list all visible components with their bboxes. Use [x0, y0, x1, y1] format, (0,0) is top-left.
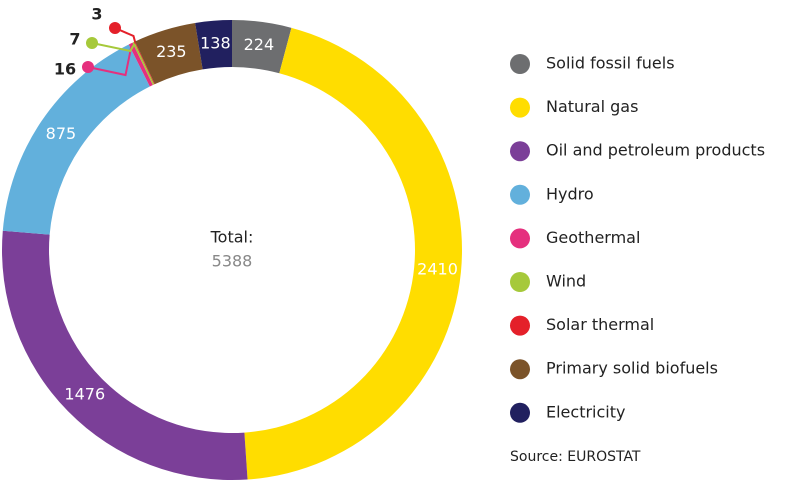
legend-label: Natural gas [546, 97, 638, 116]
donut-segment [2, 230, 248, 480]
legend-swatch [510, 54, 530, 74]
legend-swatch [510, 141, 530, 162]
legend-label: Solar thermal [546, 315, 654, 334]
center-label: Total: [210, 228, 254, 247]
donut-segment [195, 20, 232, 70]
leader-dot [86, 37, 98, 49]
value-label: 235 [156, 42, 187, 61]
leader-line [91, 42, 136, 53]
leader-line [114, 27, 137, 44]
source: Source: EUROSTAT [510, 449, 641, 465]
legend-swatch [510, 359, 530, 380]
value-label: 224 [244, 35, 275, 54]
value-label: 3 [91, 5, 102, 24]
legend-label: Electricity [546, 402, 625, 421]
legend-label: Geothermal [546, 228, 640, 247]
donut-segment [132, 41, 155, 85]
legend-label: Oil and petroleum products [546, 141, 765, 160]
legend-swatch [510, 315, 530, 336]
donut-segment [244, 27, 462, 480]
legend-label: Solid fossil fuels [546, 54, 675, 73]
legend-label: Primary solid biofuels [546, 359, 718, 378]
legend-label: Hydro [546, 184, 594, 203]
value-label: 2410 [417, 259, 458, 278]
donut-segment [134, 41, 155, 85]
value-label: 1476 [64, 384, 105, 403]
legend-swatch [510, 402, 530, 423]
leader-line [87, 45, 133, 77]
legend-swatch [510, 272, 530, 292]
donut-segment [128, 42, 153, 87]
donut-segment [135, 22, 203, 85]
value-label: 7 [69, 30, 80, 49]
value-label: 138 [200, 34, 231, 53]
donut-segment [2, 44, 150, 235]
legend-swatch [510, 97, 530, 118]
total: 5388 [212, 252, 253, 271]
legend-swatch [510, 228, 530, 249]
legend-swatch [510, 184, 530, 205]
value-label: 875 [46, 124, 77, 143]
leader-dot [109, 22, 121, 34]
value-label: 16 [54, 60, 76, 79]
legend-label: Wind [546, 272, 586, 291]
donut-segment [232, 20, 292, 74]
leader-dot [82, 61, 94, 73]
